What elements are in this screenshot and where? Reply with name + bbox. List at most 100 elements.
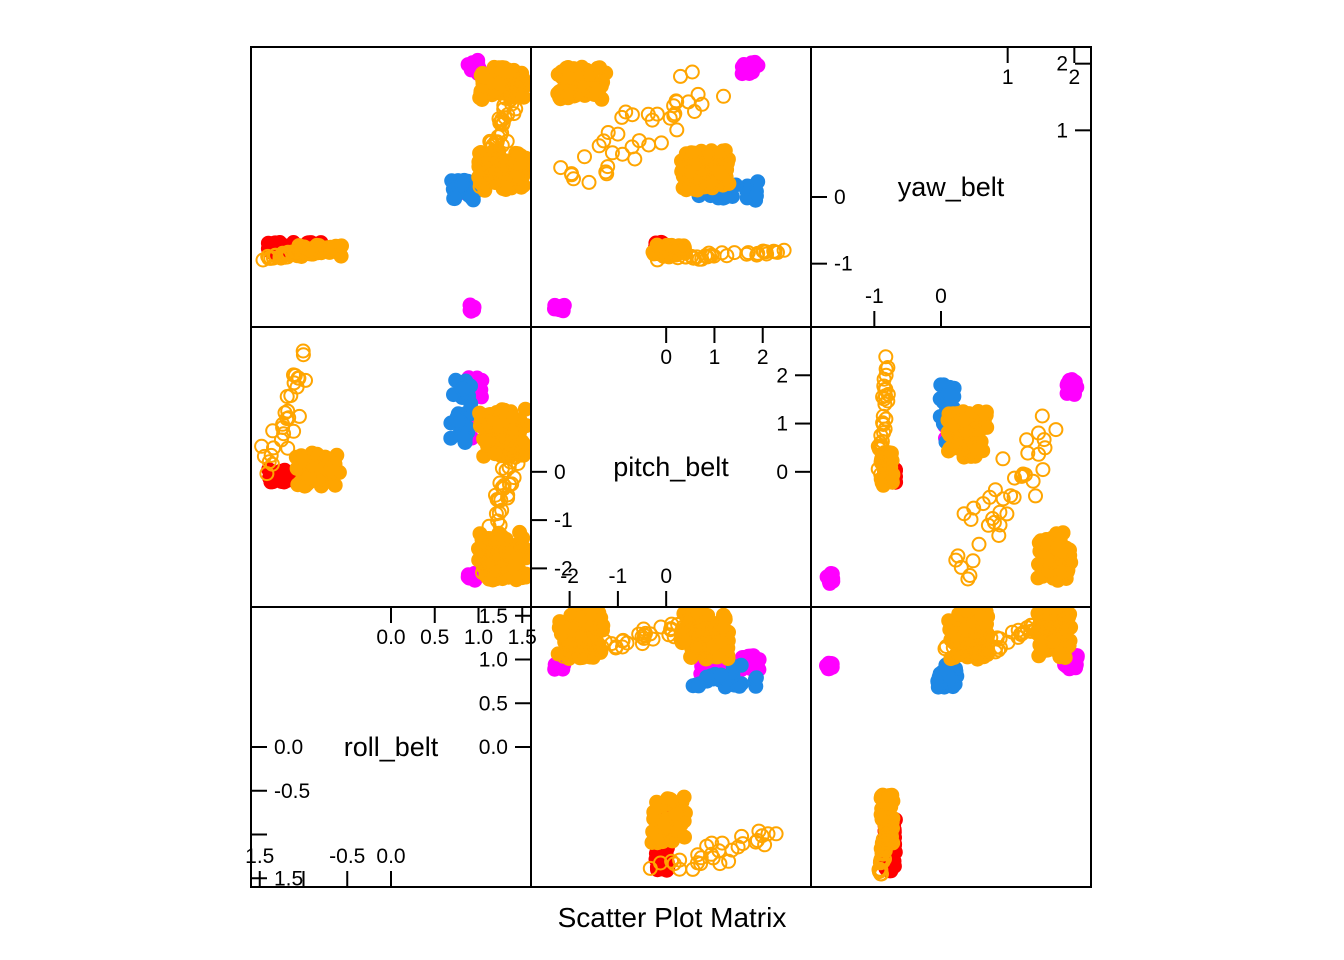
data-point [550, 301, 566, 317]
data-point [948, 647, 964, 663]
data-point [703, 176, 719, 192]
data-point [877, 421, 893, 437]
data-point [703, 846, 719, 862]
tick-label: 0 [554, 461, 566, 484]
data-point [512, 524, 528, 540]
data-point [640, 106, 656, 122]
data-point [999, 506, 1015, 522]
data-point [575, 650, 591, 665]
panel-frame [810, 606, 1092, 888]
data-point [582, 631, 598, 647]
data-point [941, 385, 956, 401]
data-point [487, 446, 503, 462]
data-point [978, 405, 994, 421]
data-point [477, 69, 493, 85]
data-point [870, 461, 886, 477]
data-point [958, 607, 974, 620]
data-point [971, 536, 987, 552]
data-point [653, 619, 669, 635]
tick-label: -1 [865, 285, 884, 308]
data-point [591, 138, 607, 154]
data-point [825, 573, 841, 589]
data-point [974, 608, 990, 624]
data-point [687, 612, 703, 628]
data-point [476, 171, 491, 187]
tick-label: 1.5 [274, 867, 303, 890]
data-point [457, 430, 473, 446]
data-point [1031, 425, 1046, 441]
tick-label: -1 [834, 253, 853, 276]
data-point [461, 569, 477, 585]
data-point [264, 456, 280, 472]
data-point [690, 616, 706, 632]
data-point [666, 856, 682, 872]
data-point [705, 620, 721, 636]
data-point [714, 245, 730, 261]
data-point [1031, 446, 1047, 462]
tick-label: -2 [560, 565, 579, 588]
data-point [510, 456, 526, 471]
data-point [734, 66, 750, 82]
data-point [663, 792, 679, 808]
data-point [957, 645, 973, 661]
tick-label: 0.5 [420, 626, 449, 649]
data-point [1040, 553, 1056, 569]
data-point [466, 299, 482, 315]
tick-label: -1 [554, 509, 573, 532]
data-point [596, 133, 612, 149]
tick-label: 0.5 [479, 692, 508, 715]
tick-label: -2 [554, 557, 573, 580]
data-point [1007, 470, 1022, 486]
data-point [499, 133, 515, 149]
data-point [649, 106, 665, 122]
data-point [758, 244, 774, 260]
tick-label: -0.5 [329, 845, 365, 868]
data-point [509, 549, 525, 564]
tick-label: 0.0 [274, 736, 303, 759]
data-point [503, 408, 519, 424]
data-point [286, 375, 302, 391]
data-point [690, 86, 706, 102]
tick-label: 0 [776, 461, 788, 484]
data-point [301, 469, 317, 485]
data-point [586, 87, 602, 102]
data-point [646, 804, 662, 820]
data-point [682, 165, 698, 181]
data-point [472, 90, 488, 106]
panel-points-2-2 [819, 607, 1085, 882]
data-point [584, 639, 600, 655]
data-point [615, 146, 630, 162]
data-point [748, 670, 764, 686]
tick-label: 1 [709, 346, 721, 369]
data-point [749, 833, 765, 848]
data-point [636, 630, 652, 646]
data-point [879, 833, 894, 849]
data-point [510, 146, 526, 162]
data-point [881, 789, 897, 805]
data-point [1019, 432, 1035, 448]
data-point [649, 252, 665, 268]
data-point [668, 822, 684, 838]
data-point [298, 372, 313, 388]
data-point [1003, 488, 1019, 504]
data-point [504, 96, 520, 112]
data-point [748, 188, 764, 204]
data-point [950, 548, 966, 564]
data-point [276, 426, 292, 442]
chart-title: Scatter Plot Matrix [558, 902, 787, 933]
data-point [1033, 615, 1049, 631]
data-point [597, 633, 613, 649]
panel-points-0-0 [255, 52, 531, 319]
data-point [503, 86, 519, 102]
tick-label: 0 [935, 285, 947, 308]
panel-points-1-0 [254, 343, 531, 588]
data-point [751, 652, 767, 668]
data-point [503, 445, 519, 461]
data-point [472, 405, 488, 421]
data-point [610, 126, 626, 142]
data-point [492, 152, 508, 168]
data-point [1034, 408, 1050, 424]
data-point [573, 610, 588, 626]
data-point [873, 454, 889, 470]
data-point [740, 245, 756, 261]
